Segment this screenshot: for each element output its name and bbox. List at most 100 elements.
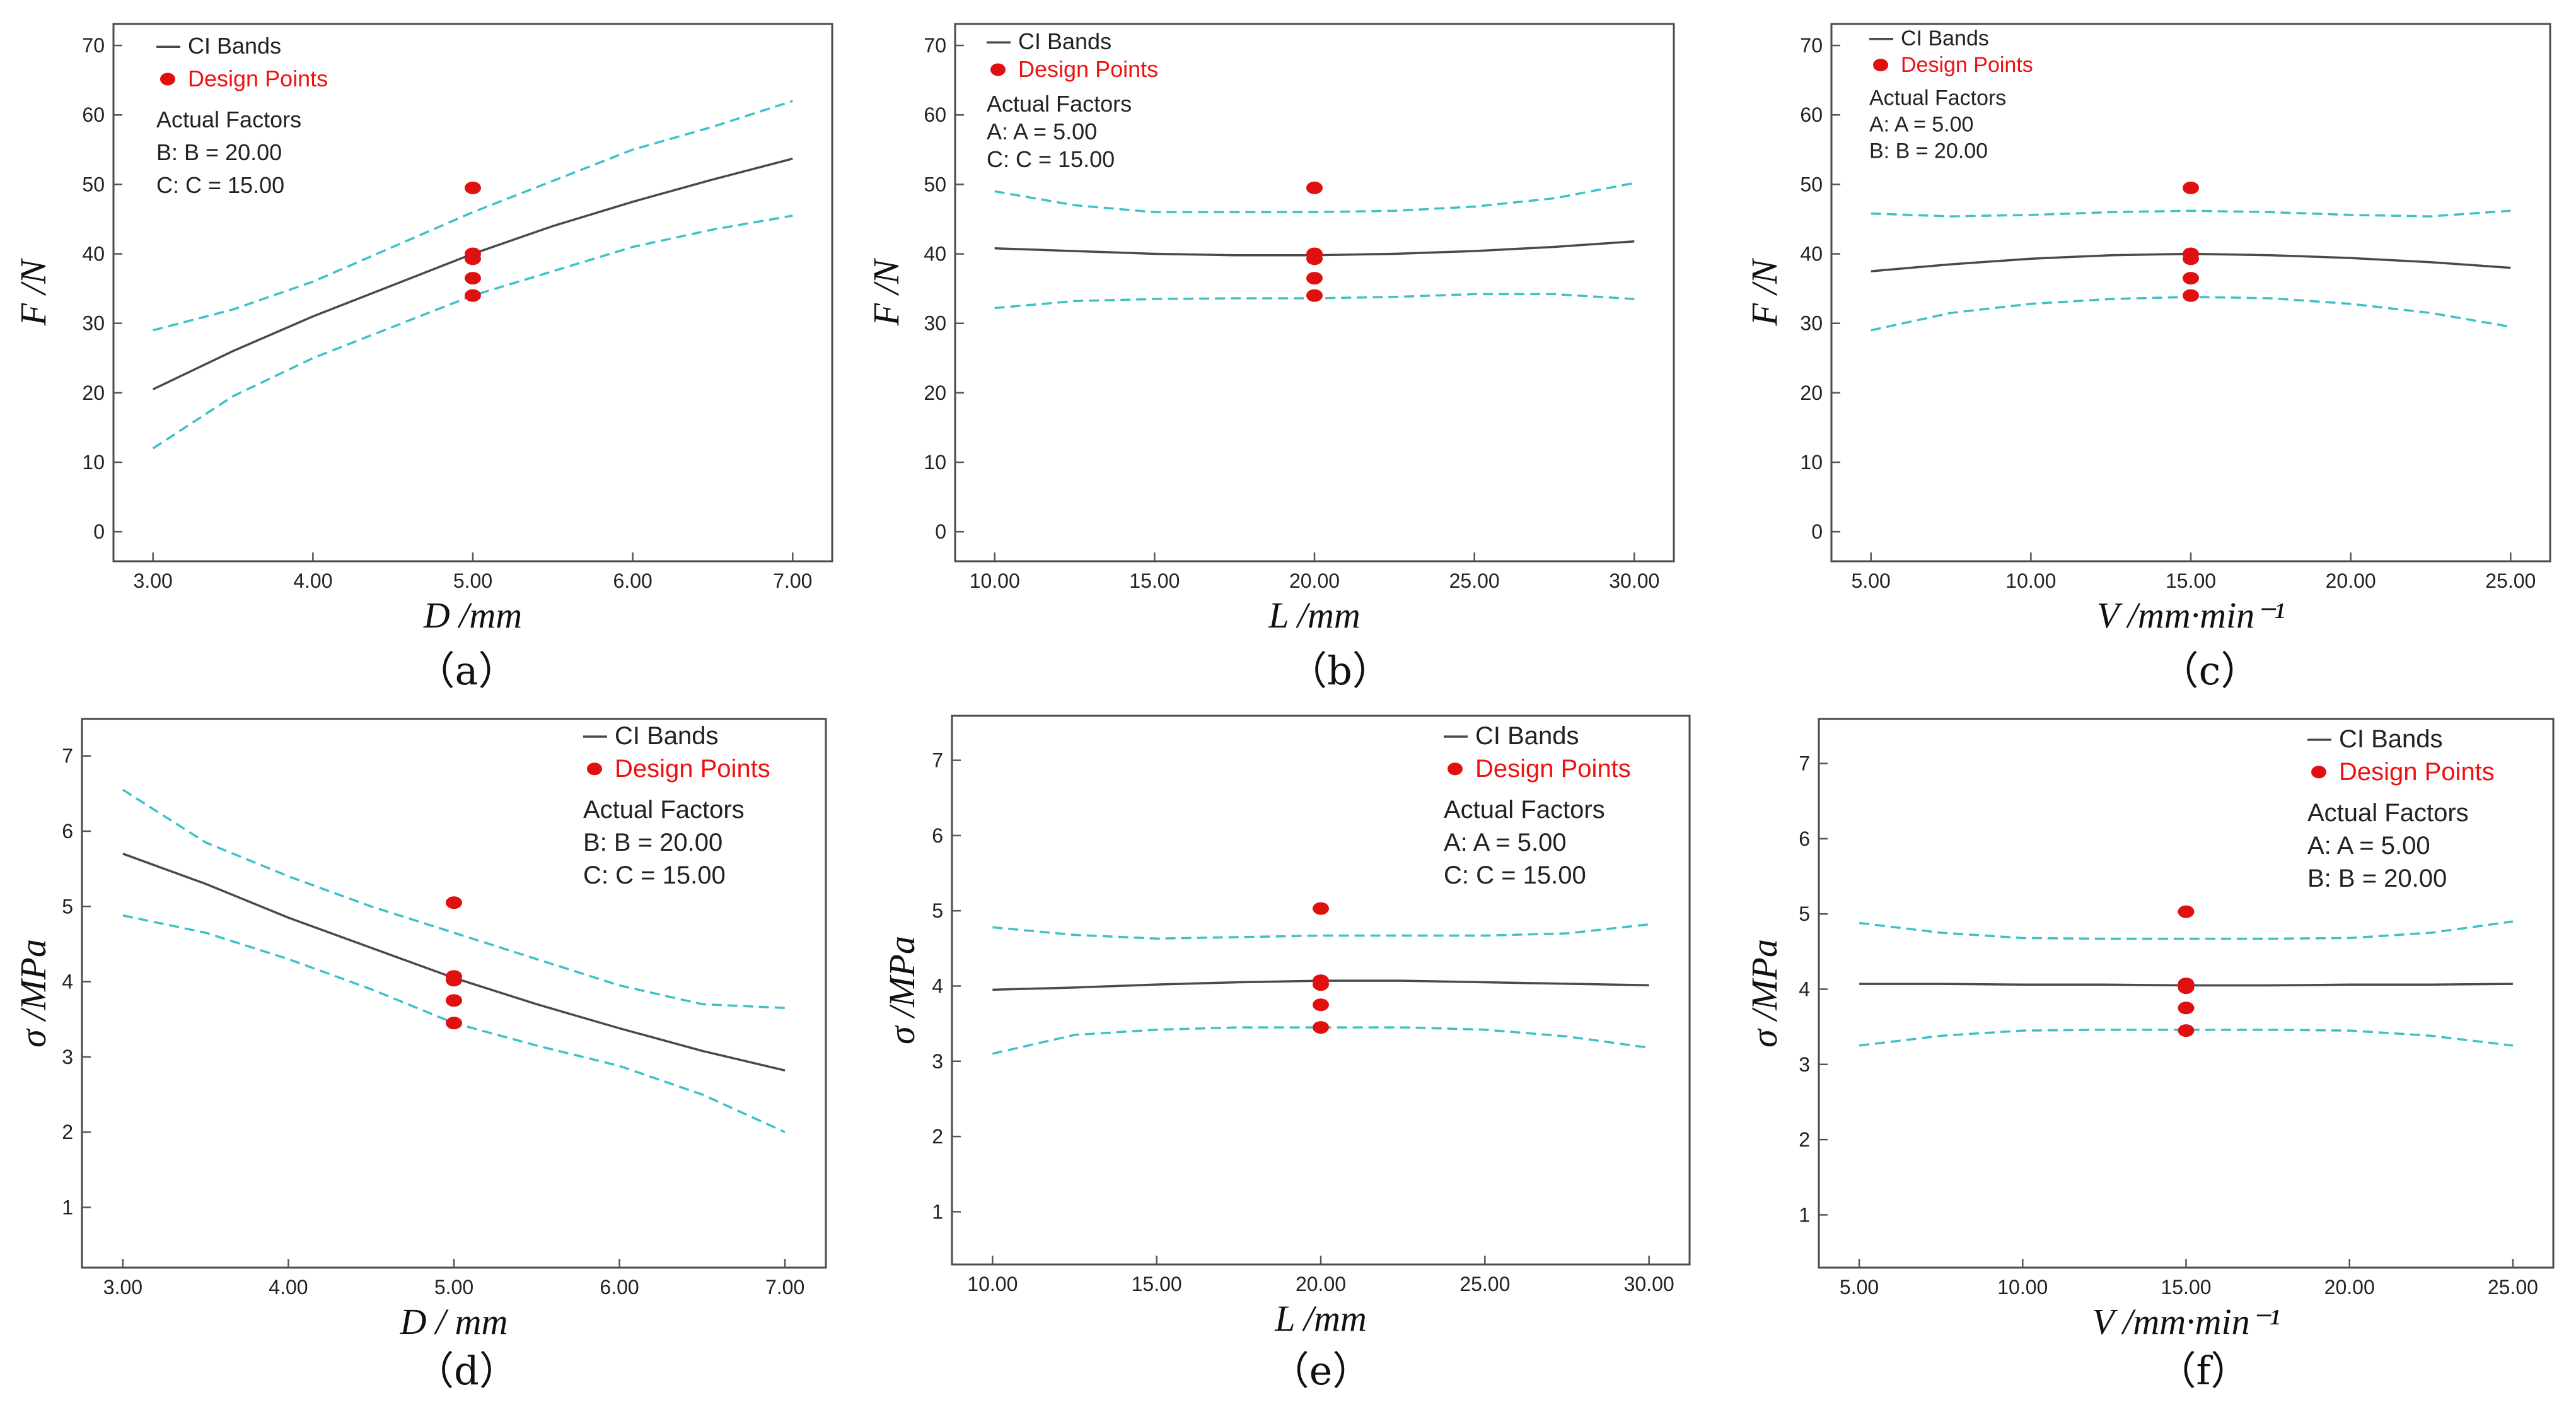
design-point: [1306, 252, 1323, 266]
legend-dp-swatch: [2311, 766, 2326, 779]
actual-factor-value: A: A = 5.00: [2307, 832, 2430, 860]
ci-upper-line: [994, 182, 1635, 214]
x-tick-label: 10.00: [970, 569, 1020, 592]
y-axis-label: σ /MPa: [13, 939, 54, 1048]
y-tick-label: 5: [932, 899, 943, 922]
x-tick-label: 20.00: [2324, 1276, 2375, 1299]
design-point: [1306, 181, 1323, 194]
x-tick-label: 30.00: [1609, 569, 1659, 592]
legend-dp-label: Design Points: [1901, 53, 2033, 77]
x-axis-label: D /mm: [423, 595, 522, 636]
actual-factor-value: A: A = 5.00: [1444, 829, 1567, 856]
x-tick-label: 25.00: [2485, 569, 2536, 592]
design-point: [465, 181, 481, 194]
design-point: [446, 974, 462, 987]
design-point: [465, 289, 481, 302]
legend-ci-label: CI Bands: [2339, 725, 2443, 753]
x-tick-label: 6.00: [613, 569, 653, 592]
legend-dp-label: Design Points: [2339, 758, 2495, 786]
x-tick-label: 5.00: [1852, 569, 1891, 592]
y-tick-label: 40: [82, 243, 105, 266]
y-tick-label: 1: [1799, 1203, 1810, 1226]
design-point: [1313, 902, 1329, 915]
y-tick-label: 20: [924, 382, 946, 404]
x-tick-label: 4.00: [269, 1276, 308, 1299]
design-point: [2178, 1001, 2195, 1015]
legend-ci-label: CI Bands: [1901, 26, 1989, 50]
x-axis-label: D / mm: [400, 1301, 508, 1342]
y-tick-label: 7: [1799, 752, 1810, 775]
y-tick-label: 70: [1800, 34, 1823, 57]
ci-upper-line: [122, 788, 786, 1010]
x-tick-label: 4.00: [293, 569, 332, 592]
actual-factor-value: A: A = 5.00: [987, 119, 1097, 144]
y-tick-label: 20: [1800, 382, 1823, 404]
y-tick-label: 6: [1799, 827, 1810, 850]
panel-a: 0 10 20 30 40 50 60 70 3.00 4.00 5.00 6.00 7.00 D /mm…: [13, 23, 833, 694]
ci-upper-line: [1859, 920, 2514, 940]
y-tick-label: 1: [62, 1196, 73, 1218]
legend-ci-label: CI Bands: [615, 722, 719, 750]
design-point: [2183, 181, 2199, 194]
panel-c: 0 10 20 30 40 50 60 70 5.00 10.00 15.00 20.00 25.00 V…: [1744, 23, 2551, 694]
legend: CI Bands Design Points Actual Factors B: B …: [583, 722, 770, 889]
plot-frame: [81, 718, 827, 1269]
design-point: [465, 252, 481, 266]
y-tick-label: 4: [1799, 978, 1810, 1000]
x-tick-label: 15.00: [1132, 1273, 1182, 1295]
legend-dp-label: Design Points: [615, 755, 770, 783]
y-tick-label: 2: [62, 1121, 73, 1143]
x-tick-label: 15.00: [1129, 569, 1180, 592]
x-tick-label: 10.00: [2005, 569, 2056, 592]
y-tick-label: 6: [932, 824, 943, 847]
actual-factors-title: Actual Factors: [1444, 796, 1605, 824]
x-axis-label: L /mm: [1274, 1298, 1367, 1339]
y-tick-label: 60: [82, 103, 105, 126]
legend-dp-swatch: [587, 762, 602, 776]
design-point: [2178, 1024, 2195, 1037]
y-tick-label: 3: [1799, 1053, 1810, 1076]
legend: CI Bands Design Points Actual Factors A: A …: [2307, 725, 2495, 892]
y-tick-label: 50: [82, 173, 105, 196]
y-tick-label: 1: [932, 1200, 943, 1223]
y-tick-label: 6: [62, 820, 73, 843]
y-tick-label: 10: [924, 451, 946, 474]
design-point: [2178, 905, 2195, 918]
y-axis-label: σ /MPa: [881, 936, 922, 1044]
actual-factors-title: Actual Factors: [987, 91, 1132, 117]
actual-factors-title: Actual Factors: [583, 796, 745, 824]
ci-lower-line: [992, 1026, 1649, 1055]
y-tick-label: 4: [932, 974, 943, 997]
actual-factor-value: B: B = 20.00: [583, 829, 722, 856]
y-tick-label: 2: [1799, 1128, 1810, 1151]
actual-factors-title: Actual Factors: [156, 107, 301, 132]
legend-dp-label: Design Points: [1475, 755, 1631, 783]
legend-dp-swatch: [1873, 59, 1888, 72]
x-tick-label: 3.00: [103, 1276, 142, 1299]
design-point: [1306, 272, 1323, 285]
design-point: [2183, 252, 2199, 266]
design-point: [2178, 981, 2195, 995]
ci-lower-line: [1859, 1029, 2514, 1047]
x-tick-label: 30.00: [1624, 1273, 1674, 1295]
panel-e: 1 2 3 4 5 6 7 10.00 15.00 20.00 25.00 30.00 L /mm σ /…: [881, 715, 1691, 1394]
y-tick-label: 7: [62, 745, 73, 768]
legend-ci-label: CI Bands: [188, 33, 281, 59]
design-point: [2183, 272, 2199, 285]
actual-factors-title: Actual Factors: [1869, 86, 2006, 110]
actual-factors-title: Actual Factors: [2307, 799, 2469, 827]
y-axis-label: F /N: [1744, 257, 1785, 326]
panel-b: 0 10 20 30 40 50 60 70 10.00 15.00 20.00 25.00 30.00…: [866, 23, 1675, 694]
x-axis-label: L /mm: [1268, 595, 1361, 636]
actual-factor-value: B: B = 20.00: [156, 139, 282, 165]
design-point: [2183, 289, 2199, 302]
design-point: [446, 896, 462, 909]
y-tick-label: 0: [1811, 520, 1823, 543]
design-point: [1313, 1021, 1329, 1034]
panel-label: （e）: [1270, 1348, 1372, 1394]
y-axis-label: F /N: [866, 257, 907, 326]
x-tick-label: 25.00: [1459, 1273, 1510, 1295]
y-tick-label: 5: [1799, 902, 1810, 925]
